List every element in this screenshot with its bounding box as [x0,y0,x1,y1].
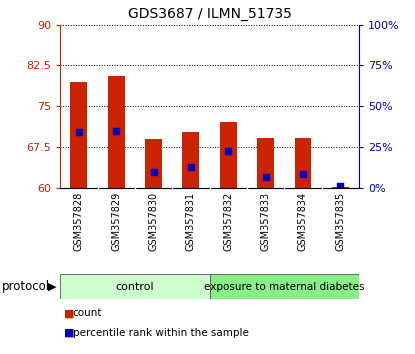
Text: GSM357835: GSM357835 [335,192,345,251]
Text: ▶: ▶ [48,282,56,292]
Text: GSM357831: GSM357831 [186,192,196,251]
Text: GSM357832: GSM357832 [223,192,233,251]
Title: GDS3687 / ILMN_51735: GDS3687 / ILMN_51735 [128,7,291,21]
Point [300,171,306,177]
Point [188,164,194,170]
Text: GSM357829: GSM357829 [111,192,121,251]
Bar [210,274,359,299]
Bar [220,122,237,188]
Bar [295,138,311,188]
Bar [71,82,87,188]
Bar [145,139,162,188]
Point [150,170,157,175]
Text: GSM357834: GSM357834 [298,192,308,251]
Bar [332,187,349,188]
Text: exposure to maternal diabetes: exposure to maternal diabetes [204,282,364,292]
Bar [60,274,210,299]
Text: ■: ■ [64,308,75,318]
Text: GSM357833: GSM357833 [261,192,271,251]
Point [262,174,269,179]
Point [113,128,120,133]
Bar [257,138,274,188]
Point [76,130,82,135]
Bar [183,132,199,188]
Text: GSM357828: GSM357828 [74,192,84,251]
Text: ■: ■ [64,328,75,338]
Text: count: count [73,308,102,318]
Text: percentile rank within the sample: percentile rank within the sample [73,328,249,338]
Point [337,183,344,189]
Text: protocol: protocol [2,280,50,293]
Bar [108,76,124,188]
Text: control: control [115,282,154,292]
Text: GSM357830: GSM357830 [149,192,159,251]
Point [225,148,232,154]
